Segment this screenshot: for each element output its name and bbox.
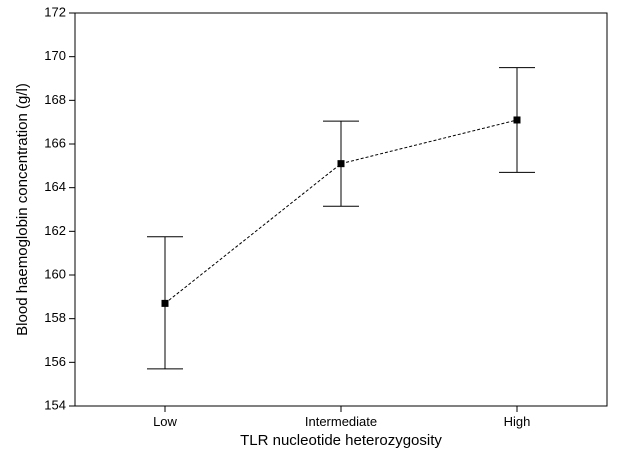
y-tick-label: 154 bbox=[44, 397, 66, 412]
y-tick-label: 172 bbox=[44, 4, 66, 19]
y-tick-label: 156 bbox=[44, 354, 66, 369]
series-line bbox=[164, 119, 518, 304]
data-point bbox=[513, 116, 521, 124]
y-axis: 154 156 158 160 162 164 166 168 170 172 bbox=[44, 4, 75, 412]
error-bars bbox=[147, 67, 535, 370]
plot-area-frame bbox=[74, 12, 608, 407]
y-tick-label: 168 bbox=[44, 92, 66, 107]
y-tick-label: 160 bbox=[44, 266, 66, 281]
x-tick-label: Low bbox=[153, 414, 177, 429]
y-tick-label: 164 bbox=[44, 179, 66, 194]
y-tick-label: 170 bbox=[44, 48, 66, 63]
data-markers bbox=[161, 116, 521, 307]
series-line-group bbox=[164, 119, 518, 304]
x-axis-title: TLR nucleotide heterozygosity bbox=[240, 432, 442, 449]
y-axis-title: Blood haemoglobin concentration (g/l) bbox=[14, 83, 31, 336]
y-tick-label: 162 bbox=[44, 223, 66, 238]
y-tick-label: 158 bbox=[44, 310, 66, 325]
x-tick-label: Intermediate bbox=[305, 414, 377, 429]
data-point bbox=[161, 299, 169, 307]
data-point bbox=[337, 160, 345, 168]
x-tick-label: High bbox=[504, 414, 531, 429]
x-axis: Low Intermediate High bbox=[153, 406, 530, 429]
y-tick-label: 166 bbox=[44, 135, 66, 150]
